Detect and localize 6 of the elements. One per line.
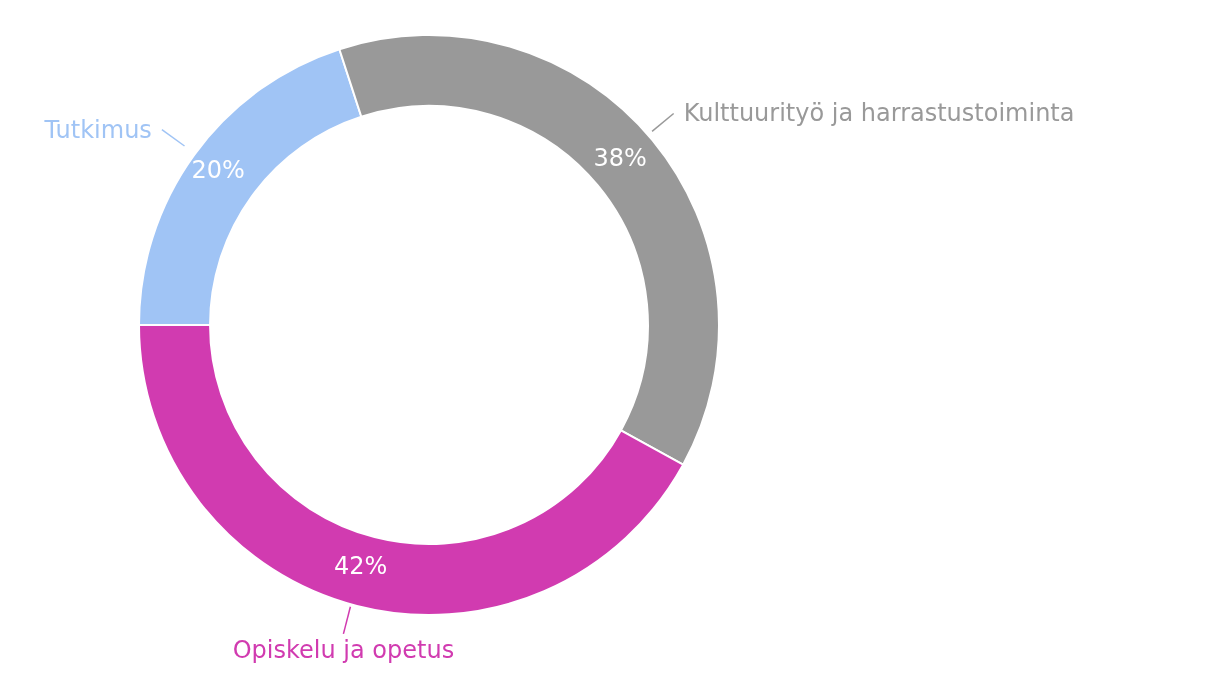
- data-label: 38%: [593, 143, 647, 172]
- slice-label: Kulttuurityö ja harrastustoiminta: [683, 99, 1075, 128]
- slice-label: Opiskelu ja opetus: [232, 635, 455, 664]
- data-label: 20%: [191, 156, 245, 185]
- slice-label: Tutkimus: [43, 115, 152, 144]
- data-label: 42%: [334, 552, 388, 581]
